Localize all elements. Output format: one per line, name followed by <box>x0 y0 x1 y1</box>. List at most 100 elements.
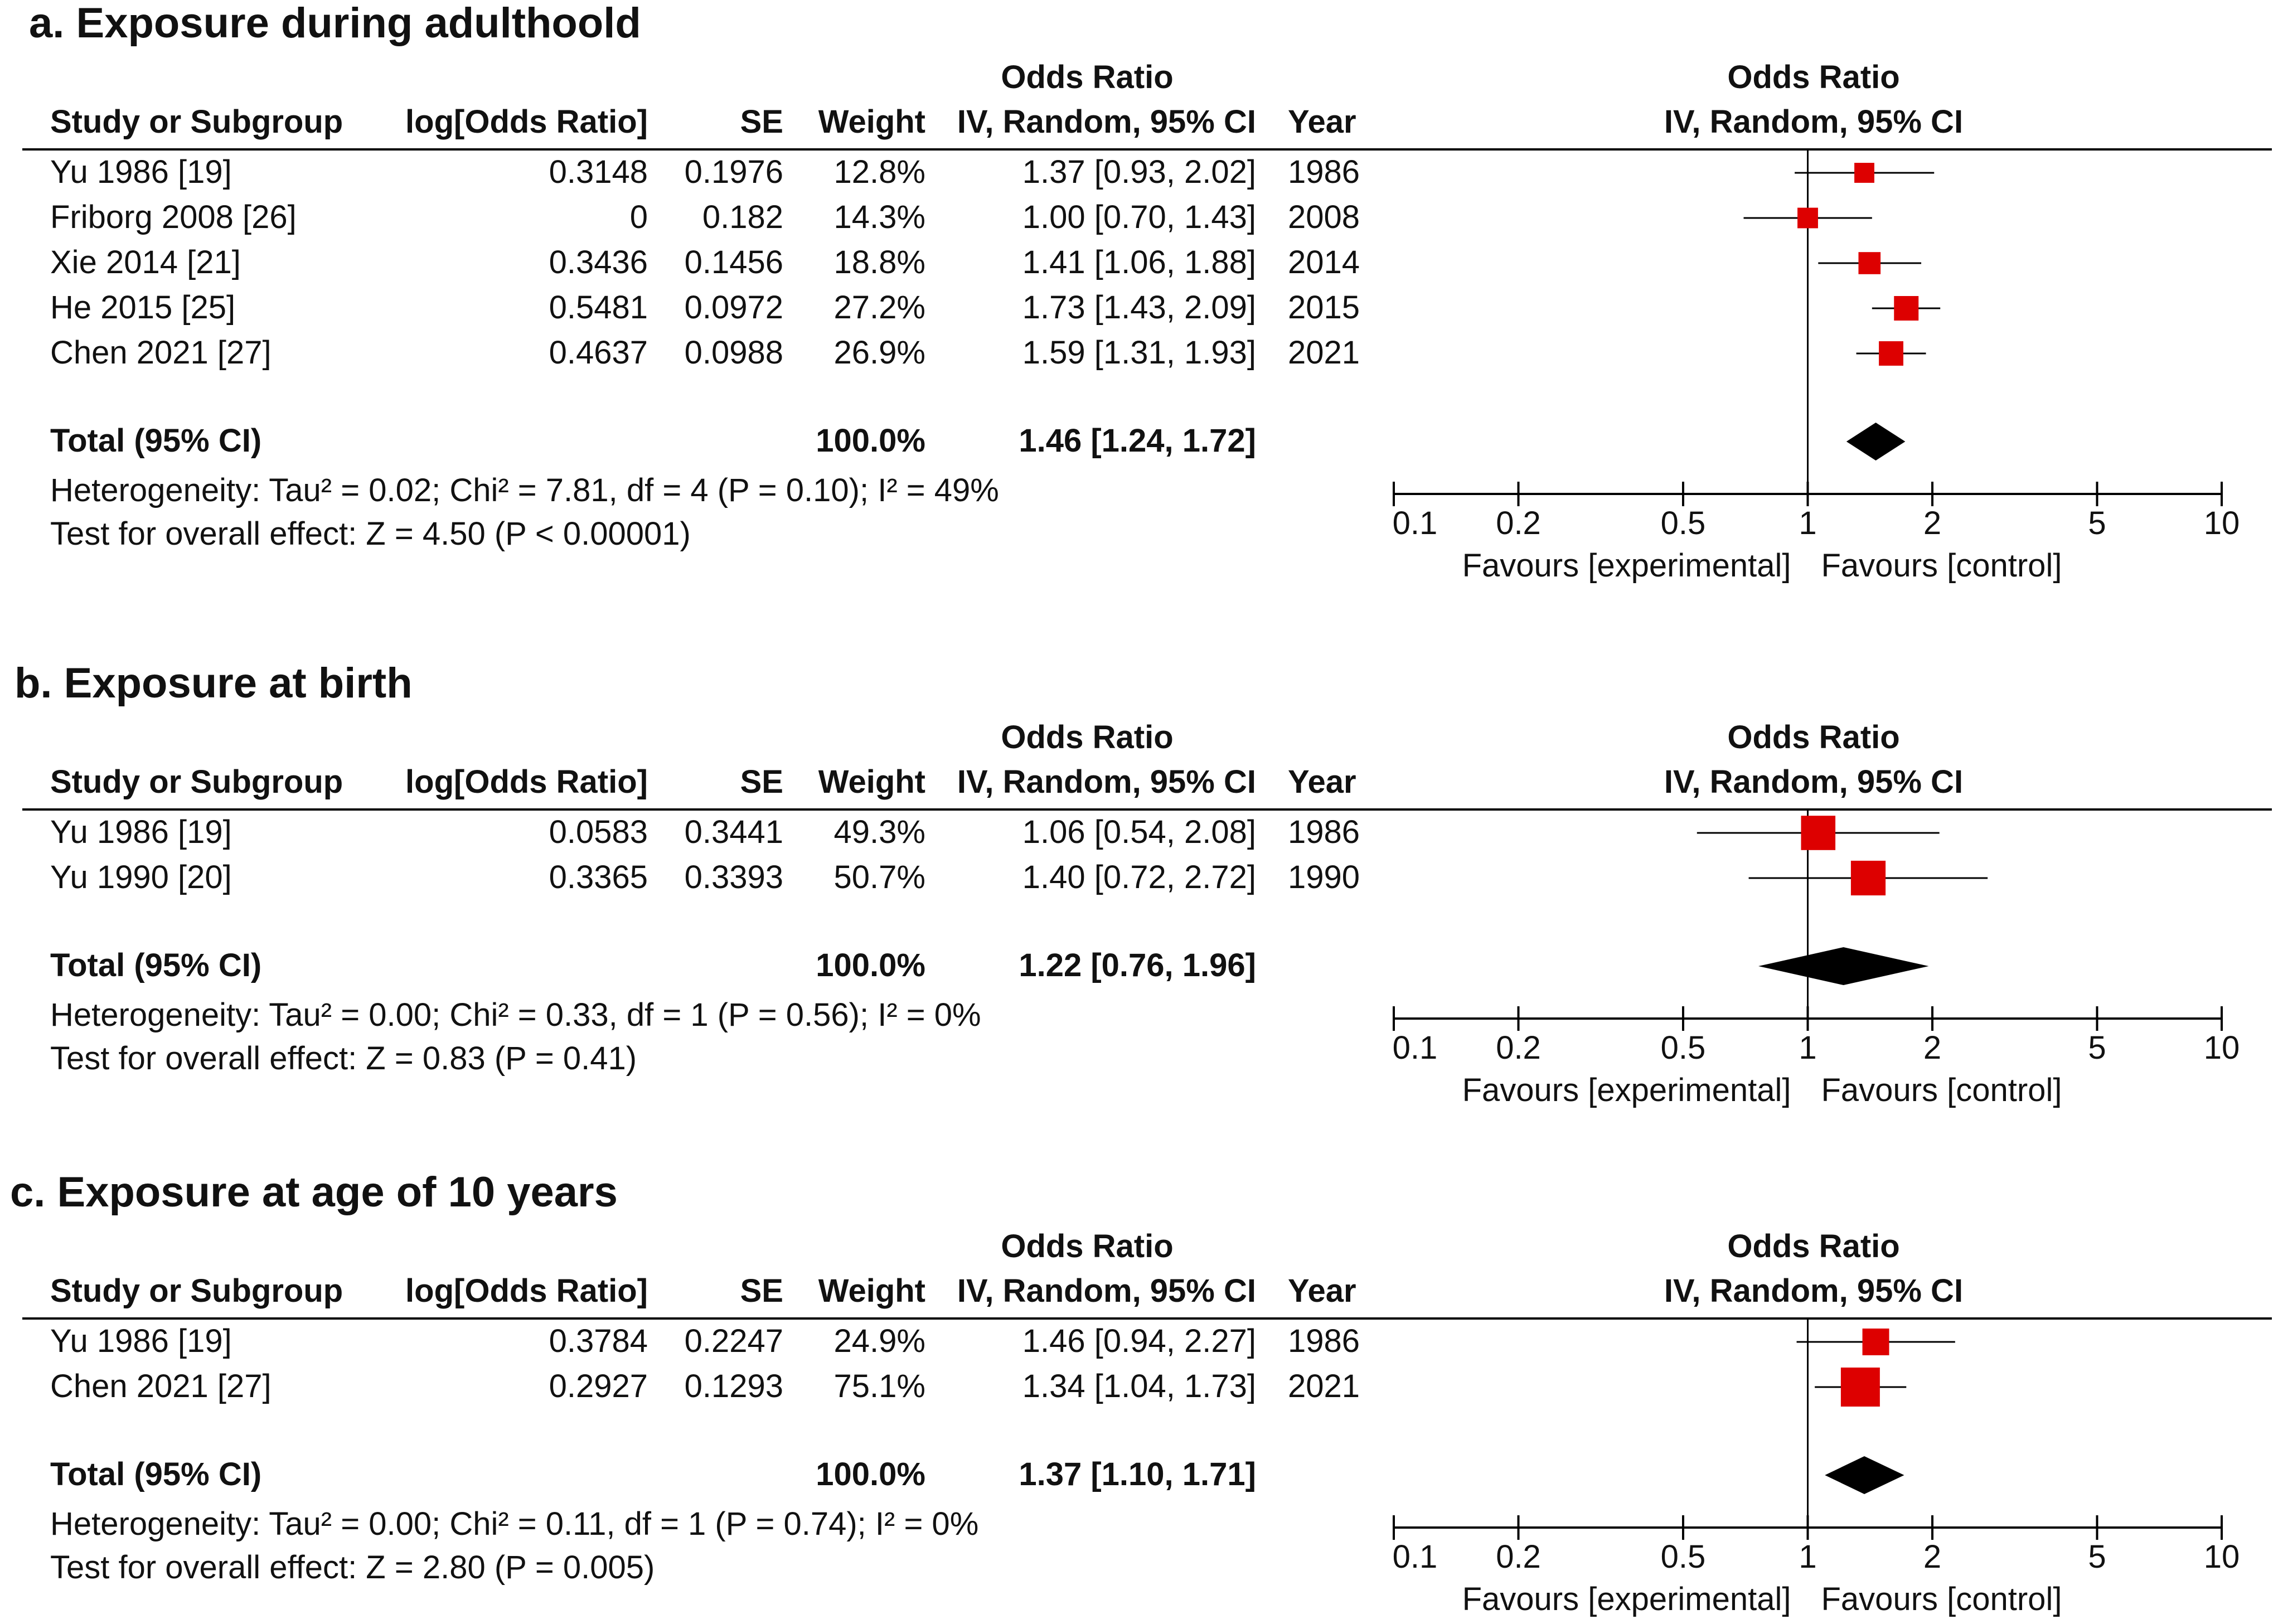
study-name: Yu 1986 [19] <box>50 814 232 850</box>
study-log-or: 0.3784 <box>549 1323 648 1359</box>
study-year: 2021 <box>1288 335 1360 371</box>
study-marker <box>1879 341 1903 366</box>
total-label: Total (95% CI) <box>50 1456 261 1492</box>
x-axis-tick-label: 2 <box>1923 1539 1941 1575</box>
study-marker <box>1850 860 1886 896</box>
study-weight: 49.3% <box>834 814 925 850</box>
study-name: Friborg 2008 [26] <box>50 199 297 235</box>
header-se: SE <box>740 764 783 800</box>
favours-control: Favours [control] <box>1821 547 2062 584</box>
study-weight: 26.9% <box>834 335 925 371</box>
x-axis-tick-label: 5 <box>2088 1539 2106 1575</box>
header-odds-ratio: Odds Ratio <box>1001 1228 1173 1264</box>
favours-control: Favours [control] <box>1821 1072 2062 1108</box>
study-ci: 1.34 [1.04, 1.73] <box>1022 1368 1256 1404</box>
total-ci: 1.46 [1.24, 1.72] <box>1019 423 1256 459</box>
x-axis-tick-label: 0.5 <box>1661 505 1706 541</box>
header-weight: Weight <box>818 764 925 800</box>
study-se: 0.1456 <box>685 244 783 280</box>
header-plot-method: IV, Random, 95% CI <box>1664 1273 1963 1309</box>
study-marker <box>1801 816 1836 850</box>
study-ci: 1.06 [0.54, 2.08] <box>1022 814 1256 850</box>
study-log-or: 0 <box>630 199 648 235</box>
header-log-odds-ratio: log[Odds Ratio] <box>405 764 648 800</box>
study-se: 0.1293 <box>685 1368 783 1404</box>
x-axis-tick-label: 1 <box>1799 1539 1816 1575</box>
study-log-or: 0.2927 <box>549 1368 648 1404</box>
header-log-odds-ratio: log[Odds Ratio] <box>405 104 648 140</box>
total-label: Total (95% CI) <box>50 947 261 983</box>
study-se: 0.3441 <box>685 814 783 850</box>
study-name: Xie 2014 [21] <box>50 244 241 280</box>
study-log-or: 0.4637 <box>549 335 648 371</box>
header-odds-ratio: Odds Ratio <box>1001 59 1173 95</box>
favours-experimental: Favours [experimental] <box>1462 547 1791 584</box>
header-study: Study or Subgroup <box>50 104 343 140</box>
overall-effect-text: Test for overall effect: Z = 2.80 (P = 0… <box>50 1549 655 1586</box>
study-year: 1986 <box>1288 814 1360 850</box>
overall-effect-text: Test for overall effect: Z = 0.83 (P = 0… <box>50 1040 637 1077</box>
favours-experimental: Favours [experimental] <box>1462 1581 1791 1617</box>
study-weight: 75.1% <box>834 1368 925 1404</box>
x-axis-tick-label: 2 <box>1923 505 1941 541</box>
x-axis-tick-label: 0.1 <box>1393 505 1438 541</box>
study-name: Chen 2021 [27] <box>50 1368 272 1404</box>
x-axis-tick-label: 1 <box>1799 1030 1816 1066</box>
total-weight: 100.0% <box>816 947 925 983</box>
header-year: Year <box>1288 104 1356 140</box>
header-or-method: IV, Random, 95% CI <box>957 1273 1256 1309</box>
header-weight: Weight <box>818 1273 925 1309</box>
study-year: 2014 <box>1288 244 1360 280</box>
header-plot-odds-ratio: Odds Ratio <box>1727 59 1899 95</box>
study-ci: 1.37 [0.93, 2.02] <box>1022 154 1256 190</box>
header-plot-method: IV, Random, 95% CI <box>1664 104 1963 140</box>
total-diamond <box>1846 423 1906 460</box>
x-axis-tick-label: 0.2 <box>1496 1030 1541 1066</box>
study-se: 0.3393 <box>685 859 783 895</box>
header-plot-odds-ratio: Odds Ratio <box>1727 1228 1899 1264</box>
x-axis-tick-label: 2 <box>1923 1030 1941 1066</box>
x-axis-tick-label: 1 <box>1799 505 1816 541</box>
overall-effect-text: Test for overall effect: Z = 4.50 (P < 0… <box>50 516 691 552</box>
study-name: Yu 1990 [20] <box>50 859 232 895</box>
study-se: 0.0972 <box>685 289 783 326</box>
header-year: Year <box>1288 1273 1356 1309</box>
header-se: SE <box>740 1273 783 1309</box>
study-ci: 1.59 [1.31, 1.93] <box>1022 335 1256 371</box>
header-weight: Weight <box>818 104 925 140</box>
panel-title: b. Exposure at birth <box>14 660 413 707</box>
panel-title: c. Exposure at age of 10 years <box>10 1169 618 1216</box>
study-se: 0.182 <box>702 199 783 235</box>
study-weight: 18.8% <box>834 244 925 280</box>
x-axis-tick-label: 10 <box>2204 1030 2240 1066</box>
panel-title: a. Exposure during adulthoold <box>29 0 641 47</box>
study-name: Yu 1986 [19] <box>50 154 232 190</box>
study-log-or: 0.3148 <box>549 154 648 190</box>
study-year: 1986 <box>1288 154 1360 190</box>
header-log-odds-ratio: log[Odds Ratio] <box>405 1273 648 1309</box>
favours-experimental: Favours [experimental] <box>1462 1072 1791 1108</box>
x-axis-tick-label: 5 <box>2088 1030 2106 1066</box>
total-weight: 100.0% <box>816 423 925 459</box>
study-log-or: 0.0583 <box>549 814 648 850</box>
study-se: 0.0988 <box>685 335 783 371</box>
study-year: 2015 <box>1288 289 1360 326</box>
study-year: 2008 <box>1288 199 1360 235</box>
header-study: Study or Subgroup <box>50 1273 343 1309</box>
study-log-or: 0.3365 <box>549 859 648 895</box>
heterogeneity-text: Heterogeneity: Tau² = 0.00; Chi² = 0.33,… <box>50 997 981 1033</box>
heterogeneity-text: Heterogeneity: Tau² = 0.00; Chi² = 0.11,… <box>50 1506 978 1542</box>
study-year: 1990 <box>1288 859 1360 895</box>
total-weight: 100.0% <box>816 1456 925 1492</box>
total-diamond <box>1825 1456 1904 1494</box>
header-plot-odds-ratio: Odds Ratio <box>1727 719 1899 755</box>
header-se: SE <box>740 104 783 140</box>
study-se: 0.1976 <box>685 154 783 190</box>
study-year: 1986 <box>1288 1323 1360 1359</box>
study-ci: 1.73 [1.43, 2.09] <box>1022 289 1256 326</box>
x-axis-tick-label: 0.2 <box>1496 505 1541 541</box>
study-se: 0.2247 <box>685 1323 783 1359</box>
study-marker <box>1894 296 1919 321</box>
